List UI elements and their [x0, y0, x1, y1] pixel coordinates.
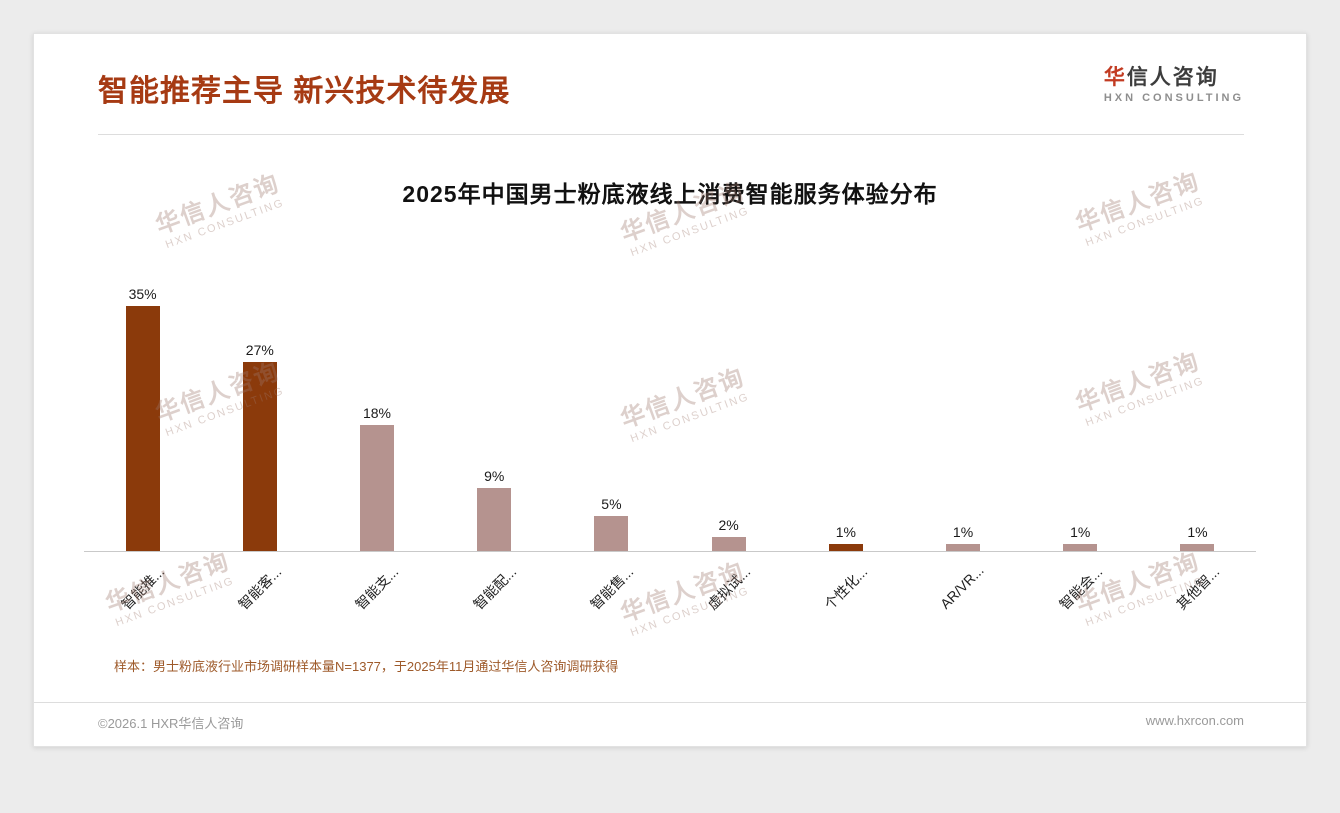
logo-name-rest: 信人咨询 [1126, 66, 1219, 89]
x-axis-label-slot: AR/VR... [904, 552, 1021, 652]
bar [1063, 544, 1098, 551]
bar-chart: 2025年中国男士粉底液线上消费智能服务体验分布 35% 27% 18% 9% 5% 2%… [84, 135, 1256, 652]
bar-value-label: 9% [484, 468, 505, 484]
x-axis-label: 智能配... [469, 563, 519, 613]
x-axis-label: 智能售... [586, 563, 637, 613]
bar-column: 1% [1139, 524, 1256, 551]
bar-value-label: 18% [362, 405, 392, 421]
bar [242, 362, 277, 551]
x-axis-label: 智能会... [1055, 563, 1105, 613]
bar-value-label: 35% [128, 286, 157, 302]
x-axis-label: 其他智... [1172, 563, 1223, 613]
bar [711, 537, 746, 551]
x-axis-label-slot: 智能售... [553, 552, 670, 652]
logo-subtitle: HXN CONSULTING [1103, 92, 1244, 105]
footer-website: www.hxrcon.com [1145, 713, 1244, 728]
bar [828, 544, 863, 551]
bar [946, 544, 981, 551]
footer: ©2026.1 HXR华信人咨询 www.hxrcon.com [34, 702, 1306, 746]
bar-column: 5% [553, 496, 670, 551]
bar [1180, 544, 1215, 551]
header-divider [98, 134, 1244, 135]
bar-column: 27% [201, 342, 318, 551]
bar-value-label: 1% [1070, 524, 1091, 540]
slide: 华信人咨询 HXN CONSULTING 华信人咨询 HXN CONSULTING 华信… [33, 33, 1307, 747]
bar-column: 2% [670, 517, 787, 551]
logo-name: 华信人咨询 [1104, 66, 1244, 90]
bar-value-label: 1% [835, 524, 856, 540]
x-axis-label-slot: 个性化... [787, 552, 904, 652]
bar-value-label: 27% [245, 342, 274, 358]
x-axis-label-slot: 虚拟试... [670, 552, 787, 652]
x-axis-label-slot: 智能会... [1022, 552, 1139, 652]
bar-column: 1% [787, 524, 904, 551]
x-axis-label: 个性化... [821, 563, 871, 613]
bar [125, 306, 160, 551]
chart-title: 2025年中国男士粉底液线上消费智能服务体验分布 [402, 181, 938, 207]
bar [477, 488, 512, 551]
plot-area: 35% 27% 18% 9% 5% 2% 1% 1% 1% 1% [84, 261, 1256, 552]
bar-column: 9% [436, 468, 553, 551]
x-axis-labels: 智能推... 智能客... 智能支... 智能配... 智能售... 虚拟试... 个性化.… [84, 552, 1256, 652]
bar-column: 1% [1022, 524, 1139, 551]
x-axis-label-slot: 其他智... [1139, 552, 1256, 652]
x-axis-label: 智能推... [118, 563, 168, 613]
bar [360, 425, 394, 551]
header: 智能推荐主导 新兴技术待发展 华信人咨询 HXN CONSULTING [34, 34, 1306, 110]
bar-value-label: 5% [601, 496, 622, 512]
bar-column: 1% [904, 524, 1021, 551]
bar-column: 18% [318, 405, 435, 551]
footer-copyright: ©2026.1 HXR华信人咨询 [98, 716, 244, 731]
x-axis-label: AR/VR... [936, 562, 987, 612]
x-axis-label: 智能客... [235, 563, 285, 613]
x-axis-label: 智能支... [352, 563, 402, 613]
bar [594, 516, 629, 551]
bar-value-label: 1% [952, 524, 974, 540]
x-axis-label-slot: 智能配... [436, 552, 553, 652]
logo-name-accent: 华 [1103, 66, 1127, 89]
company-logo: 华信人咨询 HXN CONSULTING [1104, 66, 1244, 105]
bar-value-label: 1% [1187, 524, 1208, 540]
page-title: 智能推荐主导 新兴技术待发展 [98, 75, 511, 108]
x-axis-label-slot: 智能推... [84, 552, 201, 652]
x-axis-label-slot: 智能客... [201, 552, 318, 652]
x-axis-label-slot: 智能支... [318, 552, 435, 652]
sample-note: 样本：男士粉底液行业市场调研样本量N=1377，于2025年11月通过华信人咨询… [114, 659, 619, 674]
bar-column: 35% [84, 286, 201, 551]
x-axis-label: 虚拟试... [704, 563, 754, 613]
bar-value-label: 2% [718, 517, 739, 533]
